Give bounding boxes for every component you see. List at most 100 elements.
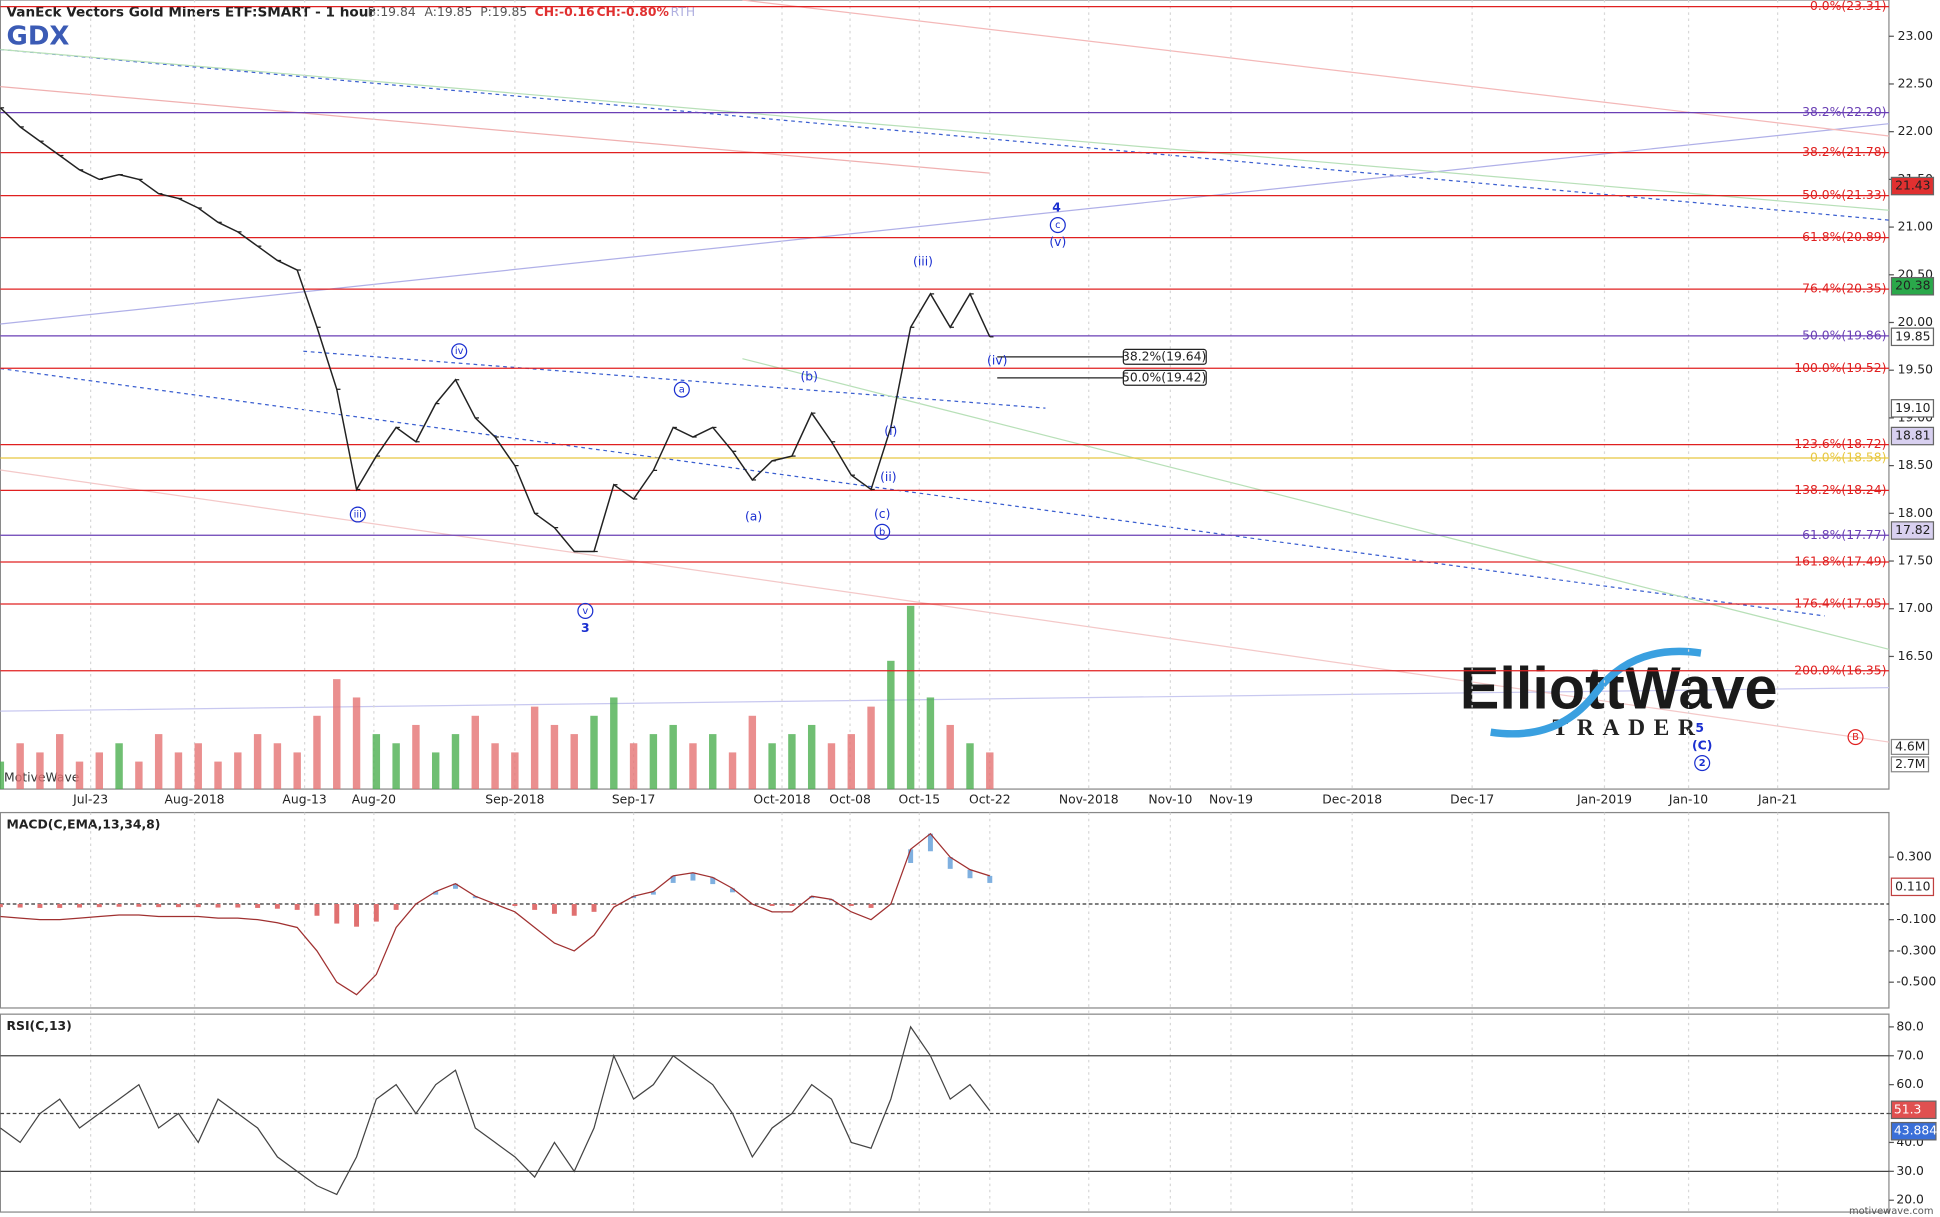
volume-bar — [748, 715, 757, 790]
wave-label: (C) — [1692, 738, 1712, 752]
bid: B:19.84 — [368, 5, 416, 19]
macd-hist — [96, 904, 102, 908]
macd-hist — [947, 857, 953, 869]
volume-bar — [867, 706, 875, 790]
y-tick-label: 18.00 — [1898, 506, 1934, 520]
fib-label: 200.0%(16.35) — [1794, 663, 1886, 677]
rsi-tick-label: 70.0 — [1896, 1048, 1924, 1062]
main-panel — [0, 0, 1890, 790]
volume-bar — [986, 752, 994, 790]
volume-bar — [95, 752, 104, 790]
y-tick-label: 23.00 — [1898, 29, 1934, 43]
macd-hist — [37, 904, 43, 908]
macd-hist — [57, 904, 63, 908]
y-tick-label: 16.50 — [1898, 649, 1934, 663]
macd-hist — [472, 896, 478, 899]
macd-hist — [314, 904, 320, 916]
macd-hist — [116, 904, 122, 907]
macd-hist — [433, 891, 439, 895]
fib-label: 76.4%(20.35) — [1802, 282, 1886, 296]
macd-panel — [0, 811, 1890, 1009]
y-tick-label: 19.50 — [1898, 363, 1934, 377]
x-tick-label: Aug-13 — [282, 793, 326, 807]
volume-bar — [293, 752, 301, 790]
rsi-tick-label: 60.0 — [1896, 1077, 1924, 1091]
price-tag — [1890, 521, 1935, 540]
volume-bar — [273, 743, 282, 790]
wave-label: (i) — [884, 424, 897, 438]
y-tick-label: 17.00 — [1898, 601, 1934, 615]
macd-hist — [373, 904, 379, 922]
rsi-tag — [1890, 1100, 1937, 1120]
volume-tag — [1890, 738, 1930, 755]
macd-hist — [631, 896, 637, 899]
volume-bar — [511, 752, 519, 790]
macd-hist — [967, 869, 973, 879]
price-tag-label: 19.10 — [1895, 401, 1931, 415]
macd-hist — [927, 833, 933, 852]
volume-bar — [214, 761, 222, 790]
macd-title: MACD(C,EMA,13,34,8) — [7, 817, 161, 831]
fib-label: 38.2%(22.20) — [1802, 105, 1886, 119]
fib-label: 176.4%(17.05) — [1794, 596, 1886, 610]
volume-bar — [669, 724, 677, 790]
rsi-tag — [1890, 1121, 1937, 1141]
rsi-tag-label: 51.3 — [1894, 1102, 1922, 1116]
volume-bar — [75, 761, 84, 790]
volume-bar — [728, 752, 737, 790]
macd-hist — [611, 904, 617, 905]
x-tick-label: Jan-21 — [1757, 793, 1797, 807]
rsi-tick-label: 20.0 — [1896, 1193, 1924, 1207]
volume-bar — [372, 734, 381, 790]
macd-hist — [908, 849, 914, 863]
macd-line — [0, 832, 990, 996]
change-pct: CH:-0.80% — [596, 5, 668, 19]
macd-hist — [670, 875, 676, 883]
x-tick-label: Jan-2019 — [1576, 793, 1632, 807]
x-tick-label: Oct-15 — [899, 793, 941, 807]
price-tag — [1890, 426, 1935, 446]
logo-subtext: TRADER — [1553, 715, 1704, 741]
fib-label: 123.6%(18.72) — [1794, 437, 1886, 451]
ask: A:19.85 — [425, 5, 473, 19]
x-tick-label: Nov-19 — [1209, 793, 1253, 807]
wave-label: 2 — [1699, 758, 1706, 769]
symbol: GDX — [7, 22, 70, 52]
x-tick-label: Aug-2018 — [165, 793, 225, 807]
wave-label: (a) — [745, 509, 762, 523]
wave-circle — [874, 523, 891, 540]
volume-bar — [827, 743, 836, 790]
fib-label: 100.0%(19.52) — [1794, 361, 1886, 375]
wave-label: B — [1852, 732, 1859, 743]
volume-bar — [966, 743, 974, 790]
volume-bar — [629, 743, 638, 790]
fib-label: 50.0%(19.86) — [1802, 328, 1886, 342]
macd-hist — [0, 904, 3, 908]
price-tag — [1890, 327, 1935, 347]
price-tag-label: 18.81 — [1895, 429, 1930, 443]
volume-bar — [649, 734, 658, 790]
volume-bar — [570, 734, 578, 790]
macd-hist — [453, 883, 458, 889]
volume-bar — [0, 761, 5, 790]
rsi-line — [0, 1025, 991, 1196]
volume-bar — [154, 734, 163, 790]
macd-hist — [591, 904, 597, 912]
macd-hist — [393, 904, 399, 910]
wave-label: iv — [455, 346, 464, 357]
volume-bar — [550, 724, 559, 790]
fib-label: 61.8%(20.89) — [1802, 230, 1886, 244]
macd-hist — [274, 904, 280, 909]
volume-bar — [788, 734, 796, 790]
x-tick-label: Oct-2018 — [753, 793, 810, 807]
macd-hist — [809, 896, 815, 899]
wave-circle — [673, 381, 690, 398]
retracement-label: 38.2%(19.64) — [1122, 349, 1206, 363]
fib-label: 50.0%(21.33) — [1802, 188, 1886, 202]
volume-bar — [16, 743, 24, 790]
macd-tag — [1890, 877, 1935, 897]
volume-bar — [135, 761, 143, 790]
header-title: VanEck Vectors Gold Miners ETF:SMART - 1… — [7, 4, 376, 20]
volume-bar — [333, 679, 341, 790]
